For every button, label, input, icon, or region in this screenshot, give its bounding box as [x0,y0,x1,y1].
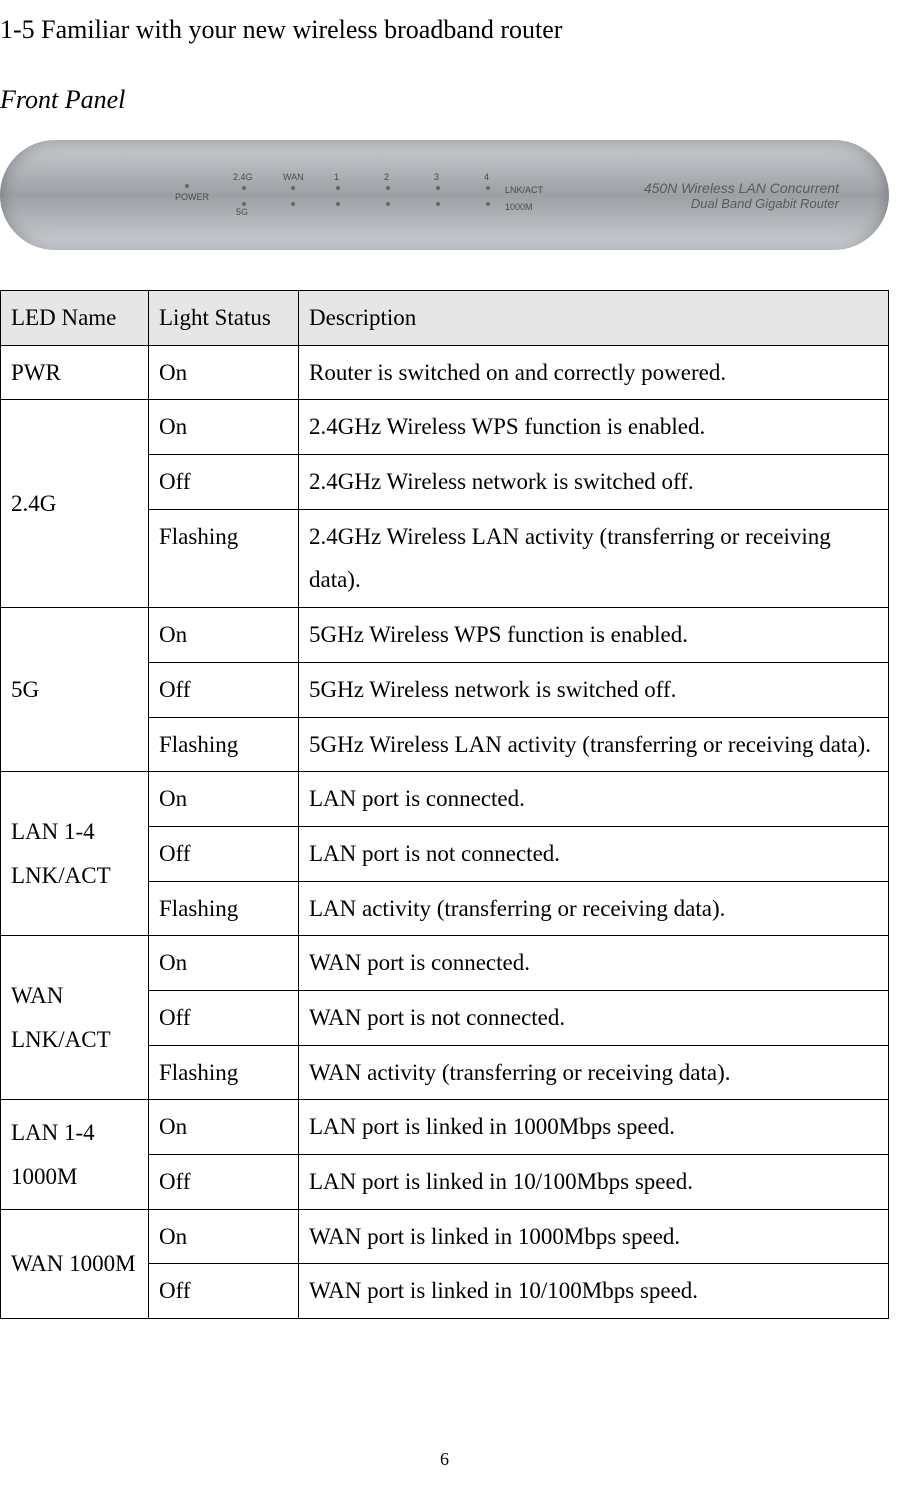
router-power-label: POWER [175,192,209,202]
led-dot-icon [386,186,390,190]
cell-led-name: WAN LNK/ACT [1,936,149,1100]
cell-light-status: Off [149,1155,299,1210]
cell-description: 5GHz Wireless WPS function is enabled. [299,608,889,663]
cell-led-name: LAN 1-4 LNK/ACT [1,772,149,936]
cell-light-status: On [149,608,299,663]
cell-description: 5GHz Wireless LAN activity (transferring… [299,717,889,772]
cell-description: LAN port is connected. [299,772,889,827]
cell-description: 2.4GHz Wireless WPS function is enabled. [299,400,889,455]
cell-description: 2.4GHz Wireless network is switched off. [299,455,889,510]
led-dot-icon [386,202,390,206]
router-port4-label: 4 [484,172,489,182]
table-row: WAN 1000MOnWAN port is linked in 1000Mbp… [1,1209,889,1264]
cell-light-status: On [149,936,299,991]
led-dot-icon [336,202,340,206]
led-dot-icon [486,186,490,190]
led-dot-icon [185,184,189,188]
router-port3-label: 3 [434,172,439,182]
router-model-line2: Dual Band Gigabit Router [644,196,839,211]
cell-light-status: On [149,345,299,400]
cell-description: WAN port is linked in 1000Mbps speed. [299,1209,889,1264]
cell-led-name: LAN 1-4 1000M [1,1100,149,1209]
table-row: WAN LNK/ACTOnWAN port is connected. [1,936,889,991]
subtitle: Front Panel [0,85,889,115]
cell-light-status: Off [149,1264,299,1319]
cell-description: LAN port is not connected. [299,826,889,881]
page-number: 6 [0,1449,889,1470]
led-dot-icon [291,186,295,190]
cell-light-status: Off [149,990,299,1045]
header-light-status: Light Status [149,291,299,346]
cell-description: WAN port is connected. [299,936,889,991]
cell-light-status: Off [149,826,299,881]
router-wan-label: WAN [283,172,304,182]
led-dot-icon [436,202,440,206]
table-header-row: LED Name Light Status Description [1,291,889,346]
cell-light-status: Off [149,455,299,510]
router-model-line1: 450N Wireless LAN Concurrent [644,180,839,196]
cell-light-status: Flashing [149,1045,299,1100]
router-model-text: 450N Wireless LAN Concurrent Dual Band G… [644,180,839,211]
router-5g-label: 5G [236,207,248,217]
led-dot-icon [242,186,246,190]
router-port2-label: 2 [384,172,389,182]
router-port1-label: 1 [334,172,339,182]
cell-description: Router is switched on and correctly powe… [299,345,889,400]
cell-description: LAN port is linked in 10/100Mbps speed. [299,1155,889,1210]
cell-description: WAN port is not connected. [299,990,889,1045]
header-led-name: LED Name [1,291,149,346]
cell-light-status: On [149,1209,299,1264]
router-lnkact-label: LNK/ACT [505,185,543,195]
led-dot-icon [291,202,295,206]
header-description: Description [299,291,889,346]
cell-light-status: On [149,400,299,455]
section-title: 1-5 Familiar with your new wireless broa… [0,15,889,45]
cell-light-status: On [149,772,299,827]
cell-description: WAN port is linked in 10/100Mbps speed. [299,1264,889,1319]
cell-description: LAN port is linked in 1000Mbps speed. [299,1100,889,1155]
cell-led-name: PWR [1,345,149,400]
table-row: 2.4GOn2.4GHz Wireless WPS function is en… [1,400,889,455]
cell-light-status: Flashing [149,717,299,772]
router-24g-label: 2.4G [233,172,253,182]
table-row: 5GOn5GHz Wireless WPS function is enable… [1,608,889,663]
table-row: PWROnRouter is switched on and correctly… [1,345,889,400]
cell-description: 2.4GHz Wireless LAN activity (transferri… [299,509,889,607]
router-1000m-label: 1000M [505,202,533,212]
cell-light-status: On [149,1100,299,1155]
cell-description: WAN activity (transferring or receiving … [299,1045,889,1100]
router-front-panel-image: POWER 2.4G 5G WAN 1 2 3 4 LNK/ACT 1000M … [0,140,889,250]
led-dot-icon [336,186,340,190]
led-status-table: LED Name Light Status Description PWROnR… [0,290,889,1319]
led-dot-icon [436,186,440,190]
cell-light-status: Off [149,662,299,717]
cell-led-name: 5G [1,608,149,772]
led-dot-icon [242,202,246,206]
cell-light-status: Flashing [149,881,299,936]
cell-description: LAN activity (transferring or receiving … [299,881,889,936]
table-row: LAN 1-4 1000MOnLAN port is linked in 100… [1,1100,889,1155]
cell-light-status: Flashing [149,509,299,607]
cell-led-name: WAN 1000M [1,1209,149,1318]
led-dot-icon [486,202,490,206]
cell-led-name: 2.4G [1,400,149,608]
table-row: LAN 1-4 LNK/ACTOnLAN port is connected. [1,772,889,827]
cell-description: 5GHz Wireless network is switched off. [299,662,889,717]
